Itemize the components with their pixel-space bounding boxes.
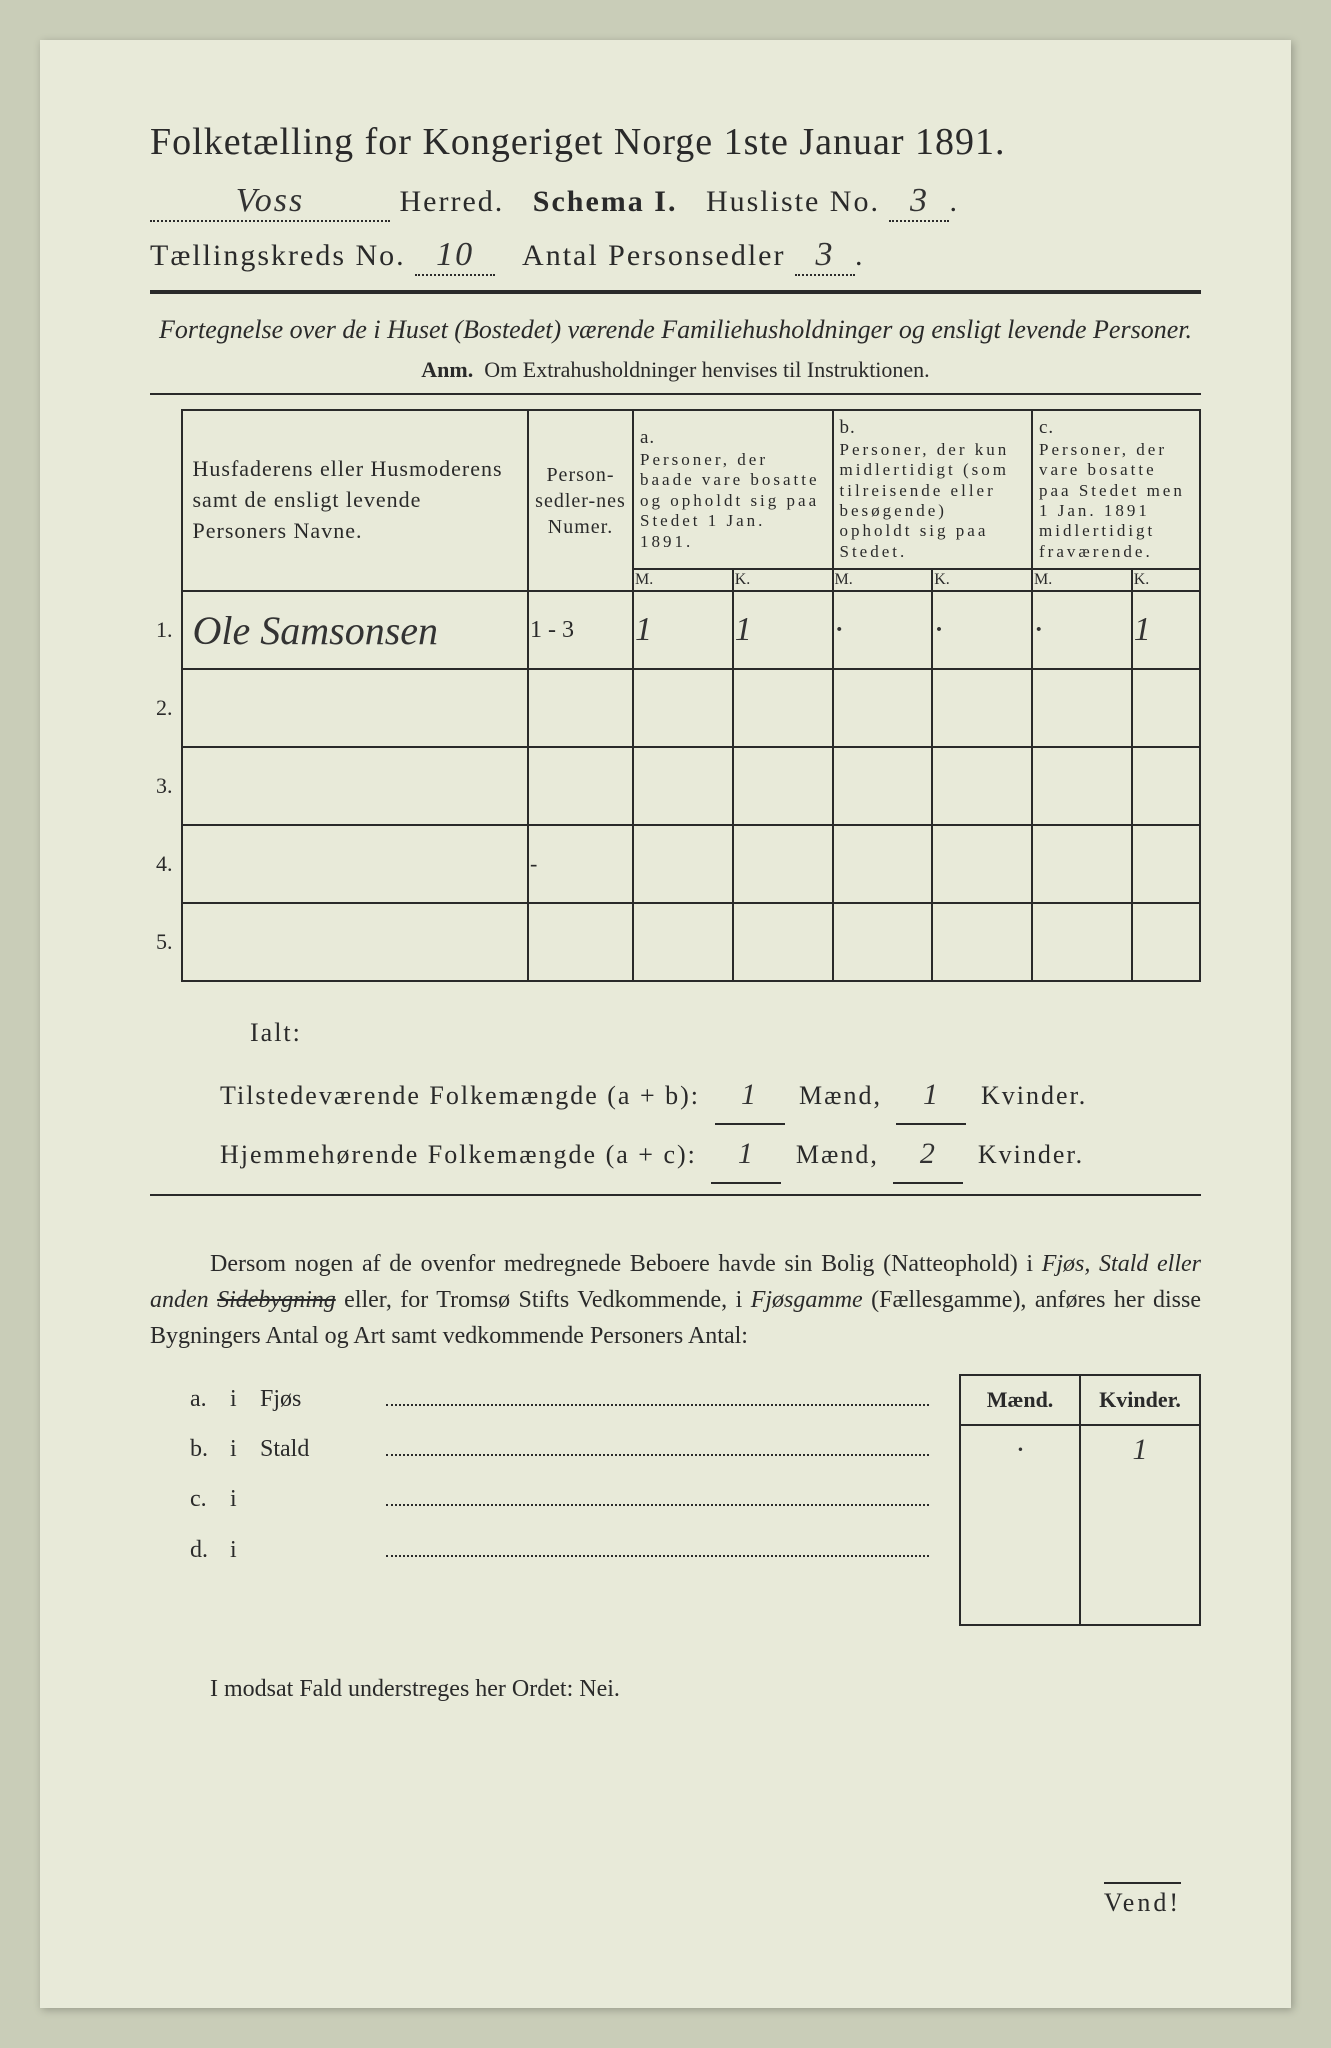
col-b-text: Personer, der kun midlertidigt (som tilr… [840,440,1026,562]
divider [150,1194,1201,1196]
table-row: 4. - [150,825,1200,903]
divider [150,290,1201,294]
row-num: 3. [150,747,182,825]
ialt-label: Ialt: [250,1008,1201,1057]
col-c-text: Personer, der vare bosatte paa Stedet me… [1039,440,1193,562]
col-b-k: K. [932,569,1032,591]
modsat-line: I modsat Fald understreges her Ordet: Ne… [150,1676,1201,1703]
subtitle: Fortegnelse over de i Huset (Bostedet) v… [150,312,1201,347]
anm-note: Anm. Om Extrahusholdninger henvises til … [150,357,1201,383]
col-c-label: c. [1039,417,1193,440]
kvinder-label: Kvinder. [981,1081,1087,1110]
col-names-header: Husfaderens eller Husmoderens samt de en… [193,456,503,543]
table-row: 3. [150,747,1200,825]
antal-label: Antal Personsedler [522,239,785,272]
col-c-k: K. [1132,569,1200,591]
col-c-m: M. [1032,569,1132,591]
col-a-text: Personer, der baade vare bosatte og opho… [640,450,826,552]
header-line-1: Voss Herred. Schema I. Husliste No. 3. [150,182,1201,222]
dotted-fill [386,1538,929,1557]
maend-label: Mænd, [796,1140,879,1169]
kvinder-label: Kvinder. [978,1140,1084,1169]
totals-block: Ialt: Tilstedeværende Folkemængde (a + b… [220,1008,1201,1183]
totals-line2-label: Hjemmehørende Folkemængde (a + c): [220,1130,697,1179]
buildings-mk-table: Mænd. Kvinder. ·1 [959,1374,1201,1626]
kreds-label: Tællingskreds No. [150,239,406,272]
herred-value: Voss [150,182,390,222]
totals-line1-label: Tilstedeværende Folkemængde (a + b): [220,1071,700,1120]
dotted-fill [386,1386,929,1405]
anm-text: Om Extrahusholdninger henvises til Instr… [484,357,929,382]
row-num: 2. [150,669,182,747]
building-row: a. i Fjøs [190,1374,929,1424]
cell-cK: 1 [1134,611,1151,648]
buildings-paragraph: Dersom nogen af de ovenfor medregnede Be… [150,1246,1201,1354]
building-row: b. i Stald [190,1424,929,1474]
col-a-m: M. [633,569,733,591]
cell-bM: · [835,611,844,648]
mk-header-m: Mænd. [960,1375,1080,1425]
herred-label: Herred. [400,185,505,218]
mk-header-k: Kvinder. [1080,1375,1200,1425]
col-b-label: b. [840,417,1026,440]
col-a-label: a. [640,427,826,450]
cell-cM: · [1034,611,1043,648]
divider [150,393,1201,395]
cell-aK: 1 [735,611,752,648]
husliste-label: Husliste No. [706,185,880,218]
totals-line2-m: 1 [711,1125,781,1184]
col-a-k: K. [733,569,833,591]
schema-label: Schema I. [533,185,678,218]
header-line-2: Tællingskreds No. 10 Antal Personsedler … [150,236,1201,276]
census-form-page: Folketælling for Kongeriget Norge 1ste J… [40,40,1291,2008]
row-name: Ole Samsonsen [193,608,439,653]
col-num-header: Person-sedler-nes Numer. [535,464,626,538]
table-row: 5. [150,903,1200,981]
dotted-fill [386,1437,929,1456]
buildings-block: a. i Fjøs b. i Stald c. i d. i [150,1374,1201,1626]
husliste-value: 3 [889,182,949,222]
cell-bK: · [934,611,943,648]
row-numrange: 1 - 3 [528,591,633,669]
antal-value: 3 [795,236,855,276]
col-b-m: M. [833,569,933,591]
main-table-wrapper: Husfaderens eller Husmoderens samt de en… [150,409,1201,982]
building-row: d. i [190,1525,929,1575]
row-num: 1. [150,591,182,669]
page-title: Folketælling for Kongeriget Norge 1ste J… [150,120,1201,164]
table-row: 2. [150,669,1200,747]
row-num: 5. [150,903,182,981]
dotted-fill [386,1487,929,1506]
buildings-list: a. i Fjøs b. i Stald c. i d. i [150,1374,929,1576]
kreds-value: 10 [415,236,495,276]
totals-line2-k: 2 [893,1125,963,1184]
row-num: 4. [150,825,182,903]
building-row: c. i [190,1474,929,1524]
table-row: 1. Ole Samsonsen 1 - 3 1 1 · · · 1 [150,591,1200,669]
maend-label: Mænd, [799,1081,882,1110]
cell-aM: 1 [635,611,652,648]
vend-label: Vend! [1104,1882,1181,1918]
totals-line1-m: 1 [715,1066,785,1125]
totals-line1-k: 1 [896,1066,966,1125]
